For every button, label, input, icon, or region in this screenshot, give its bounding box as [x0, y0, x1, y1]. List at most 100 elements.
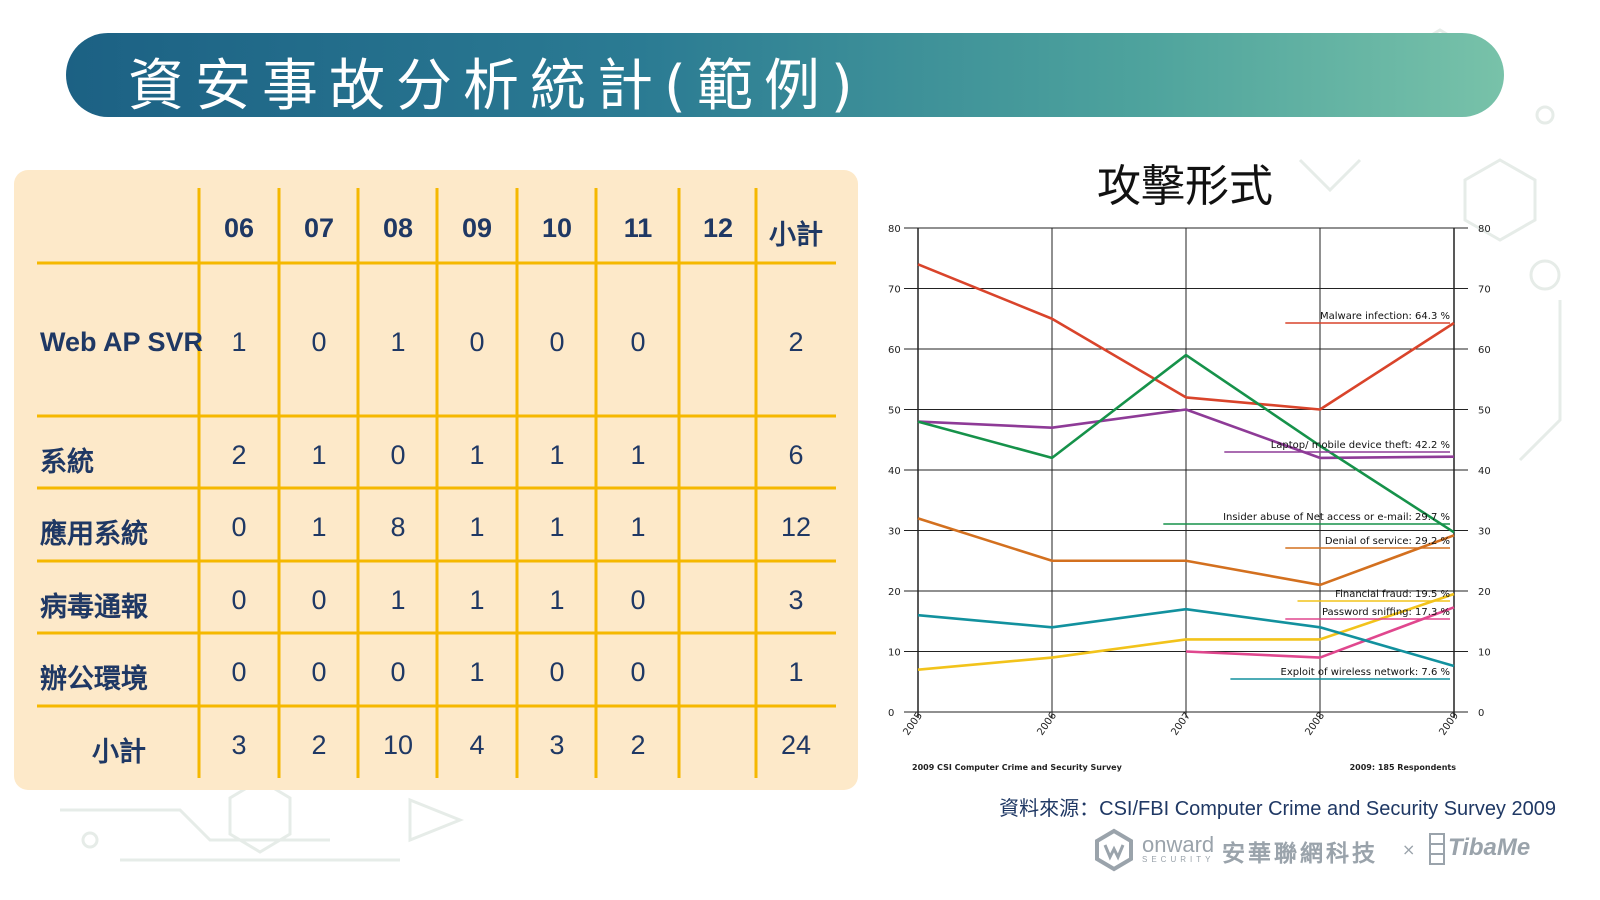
x-tick-label: 2005 — [901, 711, 925, 738]
table-row-label: 系統 — [40, 447, 94, 477]
table-cell: 0 — [549, 657, 565, 687]
onward-logo-icon — [1095, 828, 1133, 872]
series-line — [917, 517, 1455, 587]
table-cell: 0 — [311, 585, 327, 615]
table-header-cell: 11 — [623, 213, 653, 243]
table-cell: 0 — [231, 585, 247, 615]
y-tick-label-right: 10 — [1478, 648, 1491, 659]
table-cell: 0 — [231, 657, 247, 687]
series-line — [917, 607, 1455, 668]
table-cell: 0 — [390, 440, 406, 470]
table-cell: 2 — [311, 730, 327, 760]
table-row-label: 病毒通報 — [40, 592, 148, 622]
onward-subtext: SECURITY — [1142, 855, 1215, 864]
incident-table: 06 07 08 09 10 11 12 小計 Web AP SVR 1 0 1 0 0 0 2 系統 2 1 0 1 1… — [14, 170, 858, 790]
table-cell: 10 — [382, 730, 414, 760]
table-cell: 1 — [549, 440, 565, 470]
series-end-label: Password sniffing: 17.3 % — [1322, 607, 1450, 618]
table-cell: 1 — [469, 440, 485, 470]
logo-separator: × — [1402, 840, 1416, 859]
y-tick-label-left: 0 — [888, 708, 894, 719]
onward-wordmark: onward — [1142, 832, 1215, 857]
table-cell: 0 — [311, 327, 327, 357]
title-banner: 資安事故分析統計(範例) — [66, 33, 1504, 119]
y-tick-label-right: 70 — [1478, 285, 1491, 296]
y-tick-label-right: 0 — [1478, 708, 1484, 719]
table-row-label: 應用系統 — [40, 519, 148, 549]
table-cell: 3 — [231, 730, 247, 760]
table-cell: 1 — [311, 512, 327, 542]
table-cell: 1 — [788, 657, 804, 687]
table-grid — [37, 188, 836, 778]
table-cell: 1 — [549, 585, 565, 615]
table-cell: 0 — [231, 512, 247, 542]
table-cell: 1 — [469, 657, 485, 687]
series-line — [917, 263, 1455, 411]
table-cell: 0 — [390, 657, 406, 687]
table-cell: 1 — [630, 512, 646, 542]
table-cell: 1 — [390, 585, 406, 615]
y-tick-label-left: 40 — [888, 466, 901, 477]
table-header-cell: 12 — [702, 213, 734, 243]
table-cell: 1 — [390, 327, 406, 357]
table-cell: 0 — [630, 327, 646, 357]
attack-type-line-chart: 0 0 10 10 20 20 30 30 40 40 50 50 60 60 70 70 80 80 2005 20… — [888, 224, 1491, 772]
table-header-cell: 07 — [303, 213, 335, 243]
table-cell: 0 — [469, 327, 485, 357]
table-header-cell: 小計 — [769, 220, 823, 250]
series-line — [917, 592, 1455, 671]
y-tick-label-left: 20 — [888, 587, 901, 598]
table-cell: 24 — [780, 730, 812, 760]
table-cell: 3 — [549, 730, 565, 760]
table-cell: 8 — [390, 512, 406, 542]
table-cell: 2 — [231, 440, 247, 470]
table-cell: 1 — [231, 327, 247, 357]
y-tick-label-left: 70 — [888, 285, 901, 296]
y-tick-label-right: 60 — [1478, 345, 1491, 356]
series-end-label: Exploit of wireless network: 7.6 % — [1281, 667, 1450, 678]
table-row-label: Web AP SVR — [40, 327, 204, 357]
x-tick-label: 2008 — [1303, 711, 1327, 738]
table-cell: 0 — [630, 585, 646, 615]
y-tick-label-right: 80 — [1478, 224, 1491, 235]
table-cell: 12 — [780, 512, 812, 542]
series-end-label: Insider abuse of Net access or e-mail: 2… — [1223, 512, 1450, 523]
chart-title: 攻擊形式 — [1097, 161, 1273, 212]
x-tick-label: 2006 — [1035, 711, 1059, 738]
series-end-label: Laptop/ mobile device theft: 42.2 % — [1271, 440, 1450, 451]
series-line — [917, 353, 1455, 534]
table-cell: 2 — [788, 327, 804, 357]
slide-title: 資安事故分析統計(範例) — [128, 54, 864, 119]
y-tick-label-right: 20 — [1478, 587, 1491, 598]
table-cell: 0 — [311, 657, 327, 687]
x-tick-label: 2009 — [1437, 711, 1461, 738]
series-end-label: Denial of service: 29.2 % — [1325, 536, 1450, 547]
y-tick-label-left: 60 — [888, 345, 901, 356]
table-cell: 4 — [469, 730, 485, 760]
table-header-cell: 09 — [461, 213, 493, 243]
tibame-mark-icon — [1429, 833, 1445, 865]
table-cell: 3 — [788, 585, 804, 615]
x-tick-label: 2007 — [1169, 711, 1193, 738]
table-cell: 1 — [549, 512, 565, 542]
table-cell: 0 — [549, 327, 565, 357]
series-line — [917, 408, 1455, 460]
y-tick-label-left: 50 — [888, 406, 901, 417]
table-cell: 2 — [630, 730, 646, 760]
table-cell: 0 — [630, 657, 646, 687]
chart-footer-left: 2009 CSI Computer Crime and Security Sur… — [912, 763, 1123, 772]
table-cell: 6 — [788, 440, 804, 470]
y-tick-label-right: 30 — [1478, 527, 1491, 538]
table-header-cell: 08 — [382, 213, 414, 243]
y-tick-label-left: 80 — [888, 224, 901, 235]
table-cell: 1 — [630, 440, 646, 470]
source-citation: 資料來源：CSI/FBI Computer Crime and Security… — [999, 798, 1556, 820]
table-cell: 1 — [469, 585, 485, 615]
company-name: 安華聯網科技 — [1222, 841, 1378, 867]
chart-footer-right: 2009: 185 Respondents — [1350, 763, 1457, 772]
y-tick-label-left: 10 — [888, 648, 901, 659]
table-header-cell: 10 — [541, 213, 573, 243]
series-line — [1185, 606, 1455, 659]
footer-logos: onward SECURITY 安華聯網科技 × TibaMe — [1092, 828, 1542, 874]
y-tick-label-left: 30 — [888, 527, 901, 538]
